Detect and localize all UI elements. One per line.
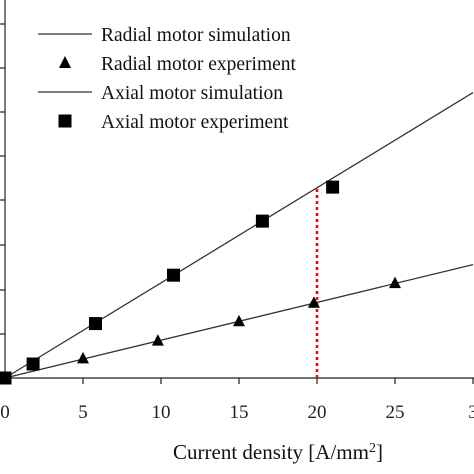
legend-triangle-swatch (59, 56, 71, 68)
series-markers (0, 180, 401, 385)
triangle-marker-3 (233, 314, 245, 327)
x-tick-label-10: 10 (152, 402, 171, 423)
x-tick-label-25: 25 (386, 402, 405, 423)
legend: Radial motor simulation Radial motor expe… (38, 25, 297, 133)
triangle-marker-1 (77, 351, 89, 364)
square-marker-3 (166, 268, 180, 282)
x-tick-label-15: 15 (230, 402, 249, 423)
square-marker-1 (26, 357, 40, 371)
x-tick-label-20: 20 (308, 402, 327, 423)
x-tick-label-0: 0 (0, 402, 10, 423)
plot-area: 0 5 10 15 20 25 3 (0, 0, 474, 423)
legend-item-0: Radial motor simulation (38, 25, 291, 46)
square-marker-2 (88, 317, 102, 331)
x-axis-title-superscript: 2 (369, 441, 376, 456)
x-tick-labels: 0 5 10 15 20 25 3 (0, 402, 474, 423)
legend-item-2: Axial motor simulation (38, 83, 283, 104)
y-axis-ticks (0, 23, 5, 335)
triangle-marker-2 (151, 334, 164, 346)
legend-label-2: Axial motor simulation (101, 83, 283, 104)
x-axis-title: Current density [A/mm2] (173, 440, 383, 464)
x-axis-title-text: Current density [A/mm (173, 440, 369, 464)
x-axis-ticks (4, 378, 474, 384)
legend-item-3: Axial motor experiment (58, 112, 289, 133)
square-marker-4 (255, 214, 269, 228)
square-marker-5 (326, 180, 340, 194)
x-tick-label-5: 5 (78, 402, 88, 423)
legend-label-3: Axial motor experiment (101, 112, 289, 133)
series-lines (4, 92, 474, 379)
square-marker-0 (0, 371, 12, 385)
series-line-2 (4, 92, 474, 379)
triangle-marker-4 (307, 296, 320, 308)
legend-label-0: Radial motor simulation (101, 25, 291, 46)
legend-label-1: Radial motor experiment (101, 54, 297, 75)
triangle-marker-5 (389, 276, 401, 289)
x-tick-label-3: 3 (468, 402, 474, 423)
legend-item-1: Radial motor experiment (59, 54, 297, 75)
x-axis-title-close: ] (376, 440, 383, 464)
legend-square-swatch (58, 114, 72, 128)
